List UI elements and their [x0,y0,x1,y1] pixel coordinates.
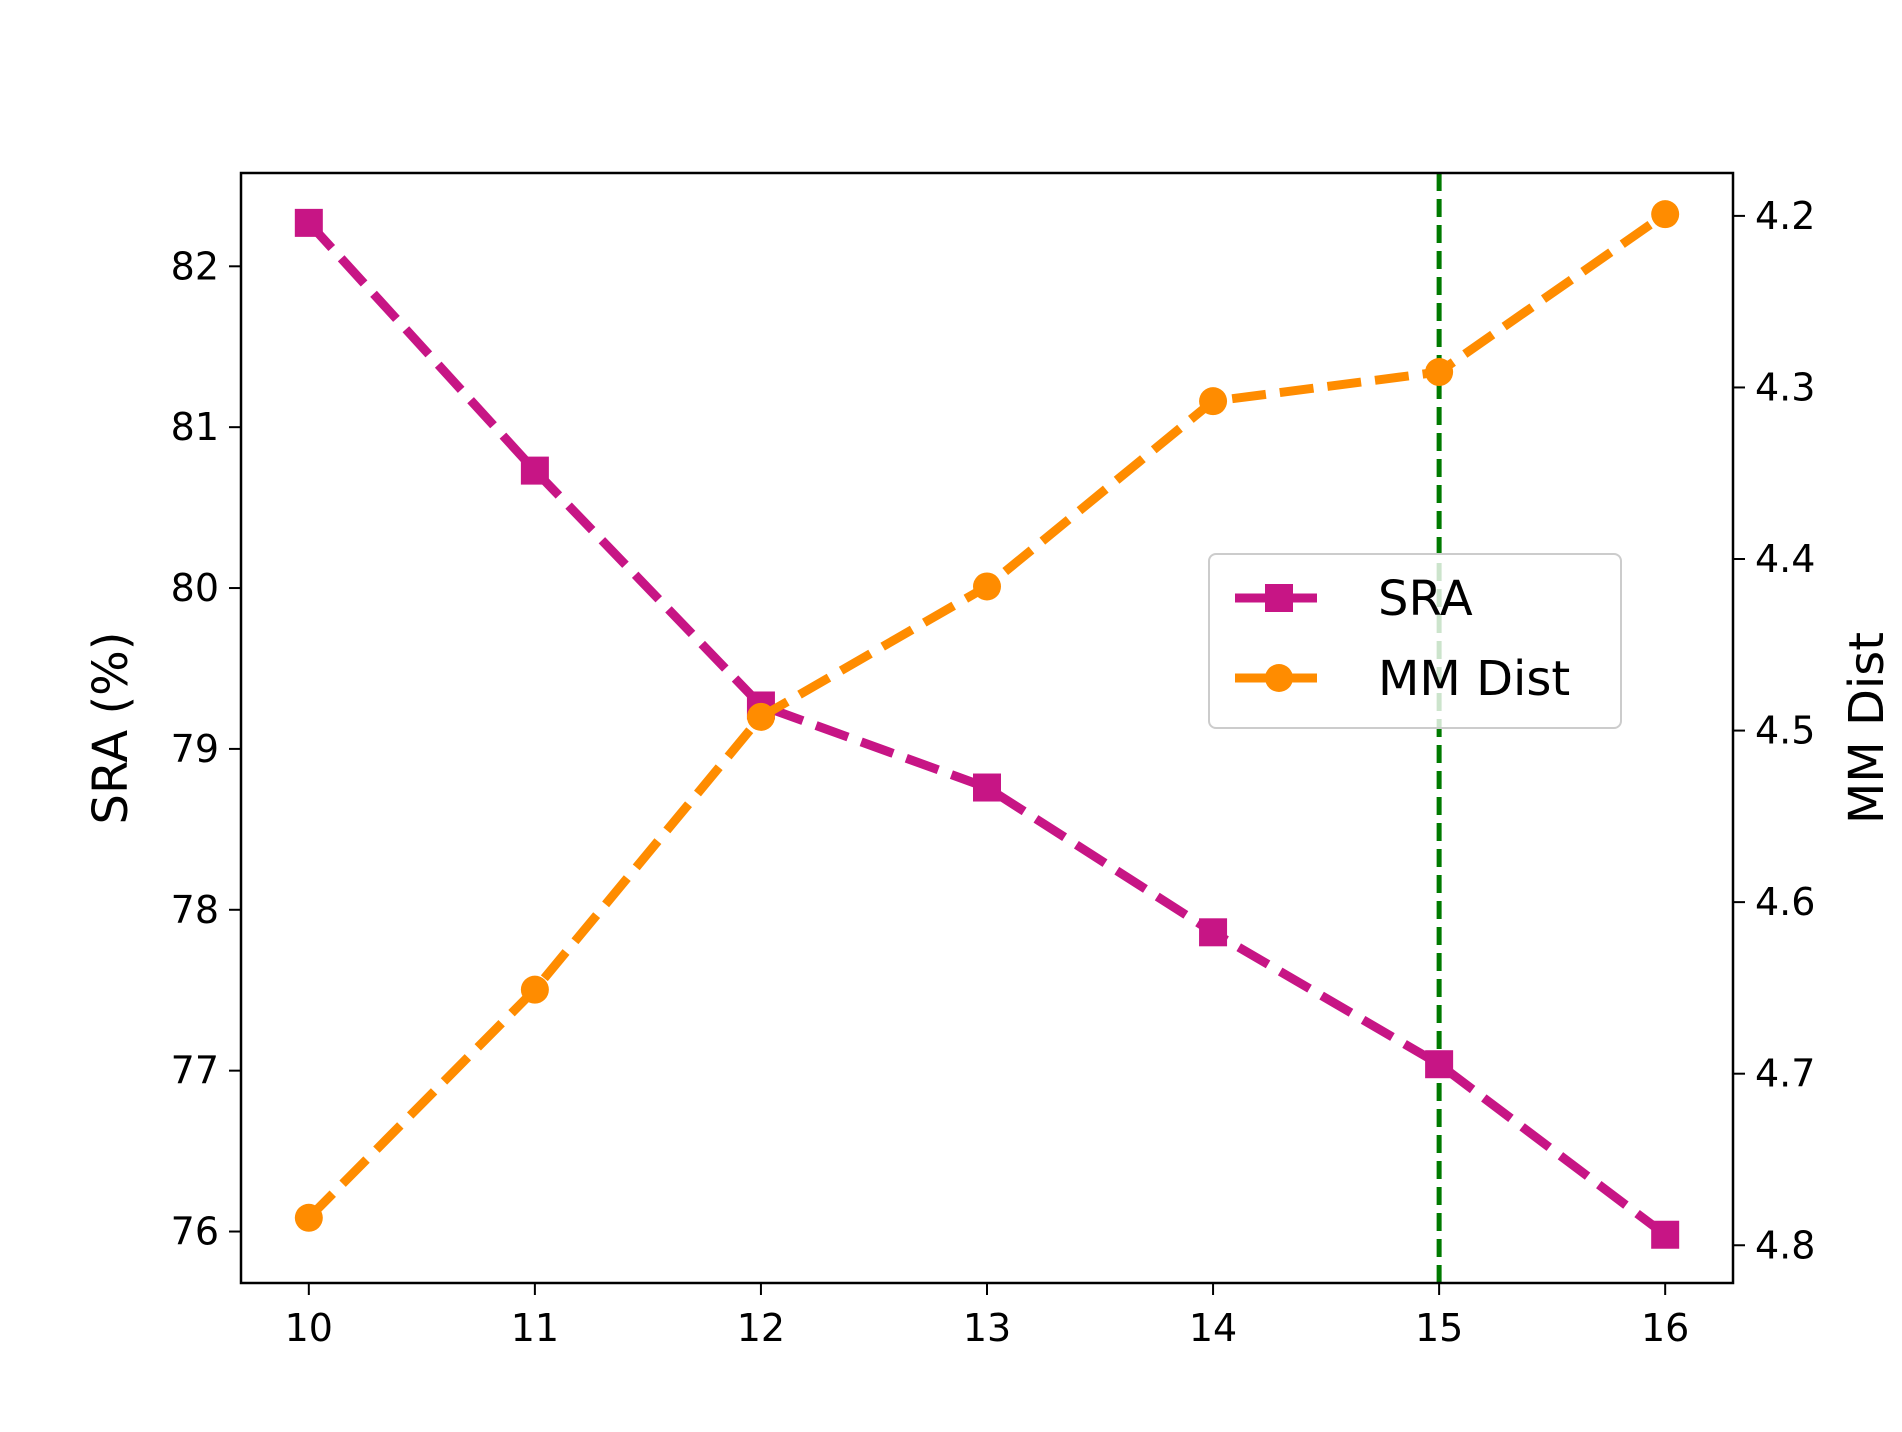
data-point-mm-dist [746,702,775,731]
series-sra [294,208,1680,1249]
data-point-mm-dist [973,572,1001,601]
x-tick-label: 13 [963,1306,1011,1350]
data-point-mm-dist [520,975,549,1004]
y-axis-left-label: SRA (%) [83,631,139,824]
legend-item-sra: SRA [1235,571,1473,627]
x-tick-label: 16 [1641,1306,1689,1350]
y-right-tick-label: 4.4 [1755,537,1815,581]
x-axis: 10 11 12 13 14 15 16 [285,1283,1689,1350]
y-left-tick-label: 77 [171,1049,219,1093]
series-layer [294,200,1680,1249]
data-point-sra [1199,918,1228,947]
x-tick-label: 10 [285,1306,333,1350]
y-left-tick-label: 81 [171,405,219,449]
y-left-tick-label: 82 [171,244,219,288]
data-point-mm-dist [294,1203,323,1232]
y-left-tick-label: 76 [171,1210,219,1254]
data-point-sra [1651,1220,1680,1249]
y-right-tick-label: 4.8 [1755,1223,1815,1267]
y-axis-left: 76 77 78 79 80 81 82 [171,244,241,1254]
y-left-tick-label: 80 [171,566,219,610]
x-tick-label: 11 [511,1306,559,1350]
y-axis-right-label: MM Dist [1839,632,1895,824]
legend: SRA MM Dist [1208,553,1622,729]
legend-marker-sra [1265,584,1293,612]
x-tick-label: 12 [737,1306,785,1350]
y-right-tick-label: 4.7 [1755,1052,1815,1096]
legend-label-mm-dist: MM Dist [1378,651,1570,707]
y-left-tick-label: 79 [171,727,219,771]
legend-item-mm-dist: MM Dist [1235,651,1570,707]
data-point-sra [1425,1050,1454,1079]
data-point-mm-dist [1425,358,1454,387]
data-point-mm-dist [1199,387,1228,416]
y-right-tick-label: 4.6 [1755,880,1815,924]
series-mm-dist [294,200,1680,1232]
y-axis-right: 4.2 4.3 4.4 4.5 4.6 4.7 4.8 [1733,194,1815,1267]
y-left-tick-label: 78 [171,888,219,932]
data-point-sra [520,456,549,485]
data-point-mm-dist [1651,200,1680,229]
legend-marker-mm-dist [1265,664,1293,692]
legend-label-sra: SRA [1378,571,1473,627]
y-right-tick-label: 4.5 [1755,709,1815,753]
data-point-sra [973,773,1001,802]
x-tick-label: 14 [1189,1306,1237,1350]
x-tick-label: 15 [1415,1306,1463,1350]
y-right-tick-label: 4.2 [1755,194,1815,238]
data-point-sra [294,208,323,237]
y-right-tick-label: 4.3 [1755,365,1815,409]
